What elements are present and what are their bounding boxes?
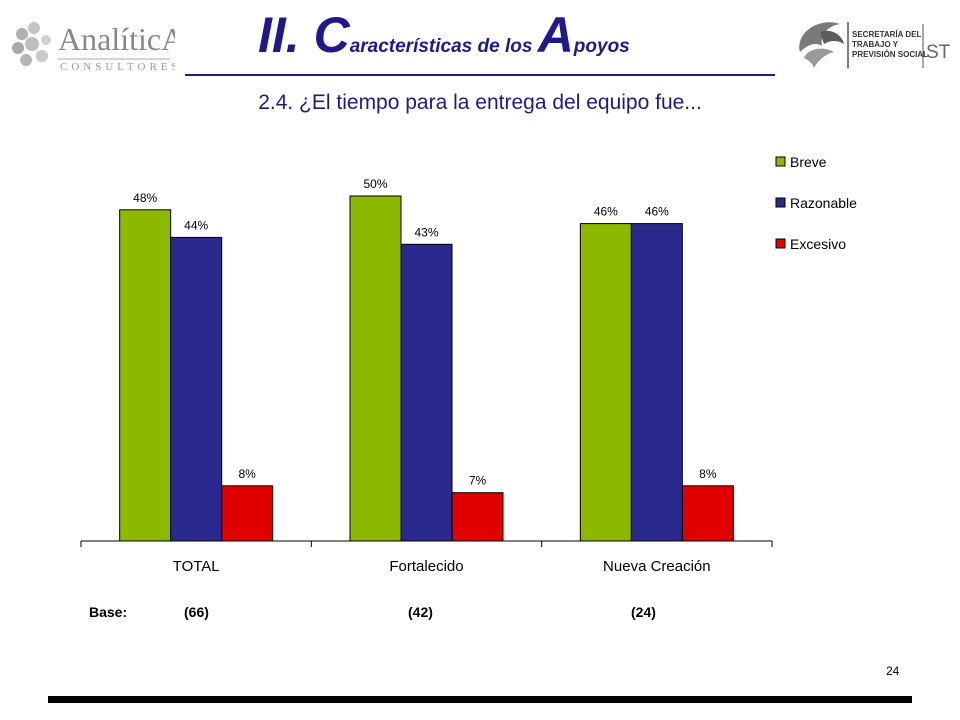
legend-swatch-excesivo — [775, 238, 786, 249]
title-part-3: A — [537, 7, 574, 63]
bar-excesivo-nueva-creacion — [681, 485, 734, 542]
slide-title: II. Características de los Apoyos — [258, 6, 630, 64]
data-label-breve-nueva-creacion: 46% — [594, 205, 618, 219]
bar-razonable-total — [170, 236, 223, 542]
logo-right-stps: STPS — [926, 42, 950, 63]
category-label-nueva-creacion: Nueva Creación — [603, 558, 711, 575]
bar-excesivo-total — [221, 485, 274, 542]
logo-right-line-2: TRABAJO Y — [852, 40, 899, 49]
data-label-razonable-fortalecido: 43% — [414, 225, 438, 239]
stps-logo: SECRETARÍA DEL TRABAJO Y PREVISIÓN SOCIA… — [799, 22, 950, 68]
chart-subtitle: 2.4. ¿El tiempo para la entrega del equi… — [258, 91, 702, 114]
title-part-4: poyos — [573, 36, 630, 57]
footer-bar — [48, 696, 912, 703]
base-value-fortalecido: (42) — [408, 604, 433, 620]
base-value-nueva-creacion: (24) — [631, 604, 656, 620]
title-underline — [185, 74, 775, 76]
bar-breve-nueva-creacion — [579, 223, 632, 542]
logo-left-subtext: CONSULTORES — [60, 61, 175, 73]
bar-breve-total — [119, 209, 172, 542]
category-label-fortalecido: Fortalecido — [389, 558, 463, 575]
bar-razonable-nueva-creacion — [630, 223, 683, 542]
title-part-2: aracterísticas de los — [349, 36, 538, 57]
legend-label-breve: Breve — [790, 154, 827, 170]
logo-left-text: AnalíticA — [58, 21, 175, 57]
legend-label-razonable: Razonable — [790, 195, 857, 211]
data-label-breve-fortalecido: 50% — [363, 177, 387, 191]
base-value-total: (66) — [184, 604, 209, 620]
bar-breve-fortalecido — [349, 195, 402, 542]
title-part-1: II. C — [258, 7, 350, 63]
bar-excesivo-fortalecido — [451, 492, 504, 542]
data-label-excesivo-fortalecido: 7% — [469, 474, 487, 488]
data-label-razonable-total: 44% — [184, 218, 208, 232]
legend-swatch-razonable — [775, 197, 786, 208]
data-label-breve-total: 48% — [133, 191, 157, 205]
page-number: 24 — [886, 664, 900, 678]
data-label-razonable-nueva-creacion: 46% — [645, 205, 669, 219]
logo-right-line-1: SECRETARÍA DEL — [852, 30, 921, 39]
legend-swatch-breve — [775, 156, 786, 167]
category-label-total: TOTAL — [173, 558, 220, 575]
data-label-excesivo-total: 8% — [238, 467, 256, 481]
legend-label-excesivo: Excesivo — [790, 236, 846, 252]
logo-right-line-3: PREVISIÓN SOCIAL — [852, 50, 928, 59]
bar-razonable-fortalecido — [400, 243, 453, 542]
analitica-logo: AnalíticA CONSULTORES — [12, 21, 175, 73]
data-label-excesivo-nueva-creacion: 8% — [699, 467, 717, 481]
base-label: Base: — [89, 604, 128, 620]
